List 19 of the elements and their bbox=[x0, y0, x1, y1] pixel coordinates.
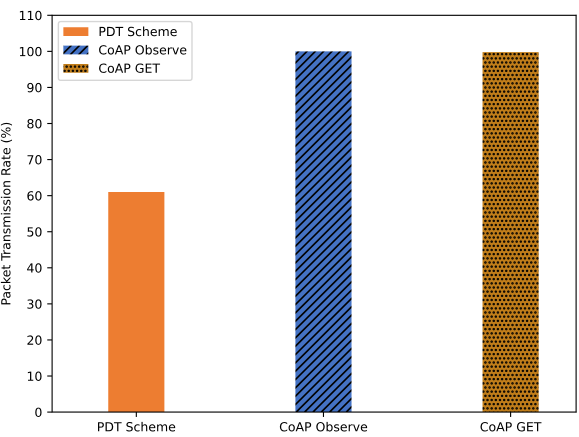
y-tick-label: 20 bbox=[27, 335, 42, 345]
legend-label: CoAP Observe bbox=[99, 44, 186, 55]
x-tick-label: CoAP GET bbox=[480, 422, 542, 432]
y-tick-label: 30 bbox=[27, 299, 42, 309]
legend-label: PDT Scheme bbox=[100, 26, 177, 36]
y-tick-label: 70 bbox=[28, 155, 42, 165]
y-tick-label: 60 bbox=[27, 191, 42, 201]
y-tick-label: 110 bbox=[20, 10, 42, 20]
y-tick-label: 10 bbox=[28, 371, 42, 381]
legend-label: CoAP GET bbox=[99, 63, 160, 73]
y-axis-title: Packet Transmission Rate (%) bbox=[0, 122, 12, 304]
y-tick-label: 40 bbox=[27, 263, 42, 273]
x-tick-label: CoAP Observe bbox=[280, 422, 368, 432]
y-tick-label: 0 bbox=[35, 408, 42, 418]
y-tick-label: 50 bbox=[27, 227, 42, 237]
y-tick-label: 80 bbox=[27, 118, 42, 128]
x-tick-label: PDT Scheme bbox=[98, 422, 176, 432]
y-tick-label: 100 bbox=[20, 46, 42, 56]
y-tick-label: 90 bbox=[27, 82, 42, 92]
